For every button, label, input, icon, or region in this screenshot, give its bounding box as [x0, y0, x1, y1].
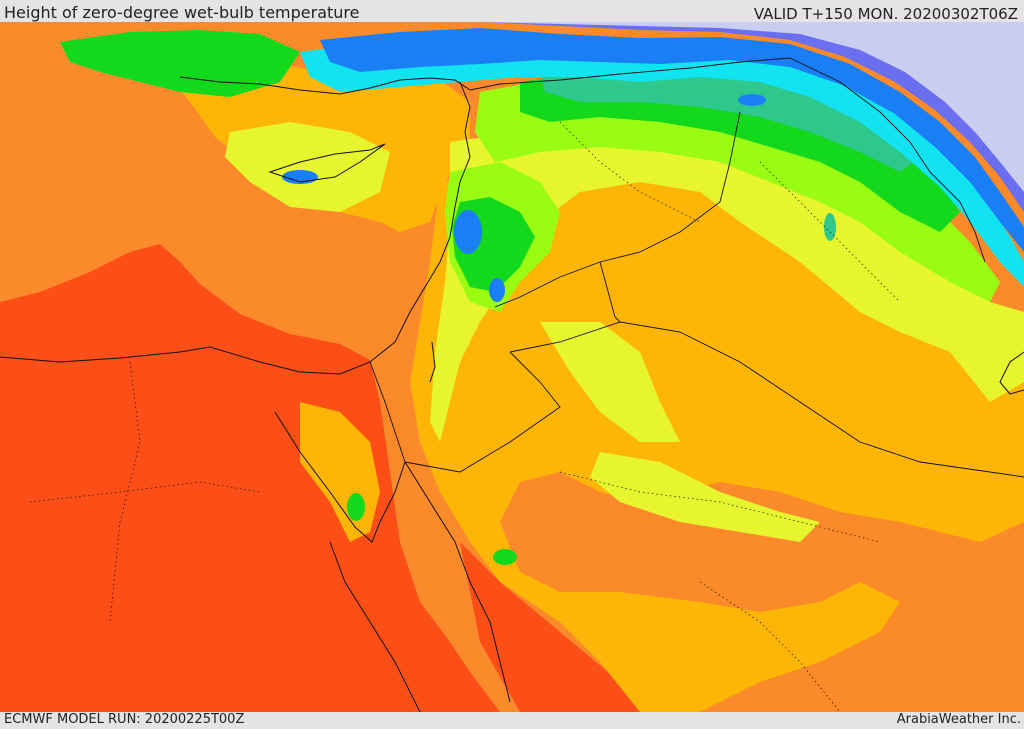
- region-low-turkey-coast: [60, 30, 300, 97]
- feature-sinai-green: [347, 493, 365, 521]
- credit-text: ArabiaWeather Inc.: [896, 712, 1021, 727]
- coast-red-sea-east: [404, 461, 511, 703]
- border-turkey-syria: [469, 57, 791, 91]
- feature-hejaz-green: [493, 549, 517, 565]
- borders: [369, 57, 1024, 478]
- weather-map[interactable]: [0, 22, 1024, 712]
- feature-hermon-blue: [489, 278, 505, 302]
- coast-persian-gulf: [999, 351, 1024, 395]
- border-jordan-saudi: [404, 351, 561, 473]
- border-syria-iraq: [494, 111, 741, 308]
- admin-border-egypt-2: [29, 481, 261, 503]
- region-mid-syria-desert: [540, 322, 680, 442]
- region-very-high-north-egypt-coast: [0, 352, 140, 412]
- footer-bar: ECMWF MODEL RUN: 20200225T00Z ArabiaWeat…: [0, 712, 1024, 729]
- valid-time: VALID T+150 MON. 20200302T06Z: [753, 5, 1018, 23]
- region-low-north: [520, 70, 960, 232]
- header-bar: Height of zero-degree wet-bulb temperatu…: [0, 0, 1024, 23]
- coast-red-sea-west: [329, 541, 421, 712]
- region-lowest-lavender: [420, 22, 1024, 192]
- border-iraq-iran: [789, 57, 986, 263]
- region-mid-cyprus-area: [225, 122, 390, 212]
- border-iraq-saudi: [619, 321, 1024, 478]
- border-egypt-israel: [369, 361, 406, 463]
- region-very-high-redsea-east: [460, 542, 640, 712]
- admin-border-syria-1: [559, 121, 701, 223]
- map-title: Height of zero-degree wet-bulb temperatu…: [4, 3, 360, 22]
- admin-borders: [29, 121, 901, 712]
- coast-dead-sea: [429, 341, 436, 383]
- feature-lake-urmia: [824, 213, 836, 241]
- feature-lake-van-blue: [738, 94, 766, 106]
- admin-border-saudi-2: [699, 581, 841, 712]
- coast-gulf-suez: [274, 411, 406, 543]
- region-lower-iraq-north: [540, 62, 920, 172]
- coast-cyprus: [268, 143, 386, 183]
- admin-border-saudi-1: [559, 471, 881, 543]
- map-canvas: [0, 22, 1024, 712]
- region-low-mid-north: [475, 77, 1000, 302]
- region-blue-band: [320, 28, 1024, 252]
- model-run: ECMWF MODEL RUN: 20200225T00Z: [4, 712, 245, 727]
- admin-border-egypt-1: [109, 361, 141, 623]
- region-mid-levant: [430, 132, 1024, 442]
- admin-border-iraq-1: [759, 161, 901, 303]
- coast-egypt-levant: [0, 81, 471, 375]
- coast-turkey-south: [179, 76, 471, 95]
- coastlines: [0, 76, 1024, 712]
- feature-lebanon-blue: [454, 210, 482, 254]
- region-cyan-band: [300, 37, 1024, 287]
- region-mid-arabia-band: [590, 452, 820, 542]
